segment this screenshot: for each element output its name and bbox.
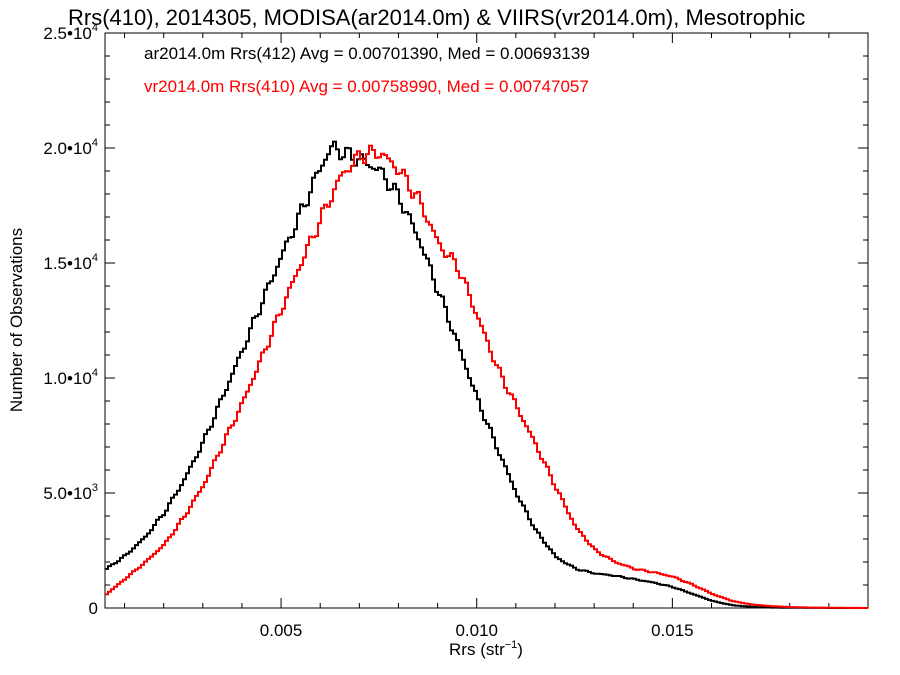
- y-tick-label: 2.0•104: [43, 137, 98, 158]
- y-tick-label: 0: [89, 599, 98, 618]
- series-group: [105, 140, 868, 609]
- legend-annotation-viirs: vr2014.0m Rrs(410) Avg = 0.00758990, Med…: [144, 77, 589, 96]
- x-axis-label: Rrs (str−1): [449, 639, 523, 659]
- y-tick-label: 5.0•103: [43, 482, 98, 503]
- y-axis-ticks: 0 5.0•103 1.0•104 1.5•104 2.0•104 2.5•104: [43, 22, 868, 618]
- x-tick-label: 0.010: [455, 621, 498, 640]
- y-axis-label: Number of Observations: [7, 228, 26, 412]
- y-tick-label: 2.5•104: [43, 22, 98, 43]
- series-line-1: [105, 140, 868, 609]
- y-tick-label: 1.0•104: [43, 367, 98, 388]
- series-line-2: [105, 144, 868, 609]
- legend-annotation-modis: ar2014.0m Rrs(412) Avg = 0.00701390, Med…: [144, 44, 590, 63]
- y-tick-label: 1.5•104: [43, 252, 98, 273]
- x-tick-label: 0.005: [260, 621, 303, 640]
- plot-frame: [104, 32, 869, 609]
- x-axis-ticks: 0.005 0.010 0.015: [124, 33, 830, 640]
- chart-title: Rrs(410), 2014305, MODISA(ar2014.0m) & V…: [68, 5, 805, 30]
- x-tick-label: 0.015: [651, 621, 694, 640]
